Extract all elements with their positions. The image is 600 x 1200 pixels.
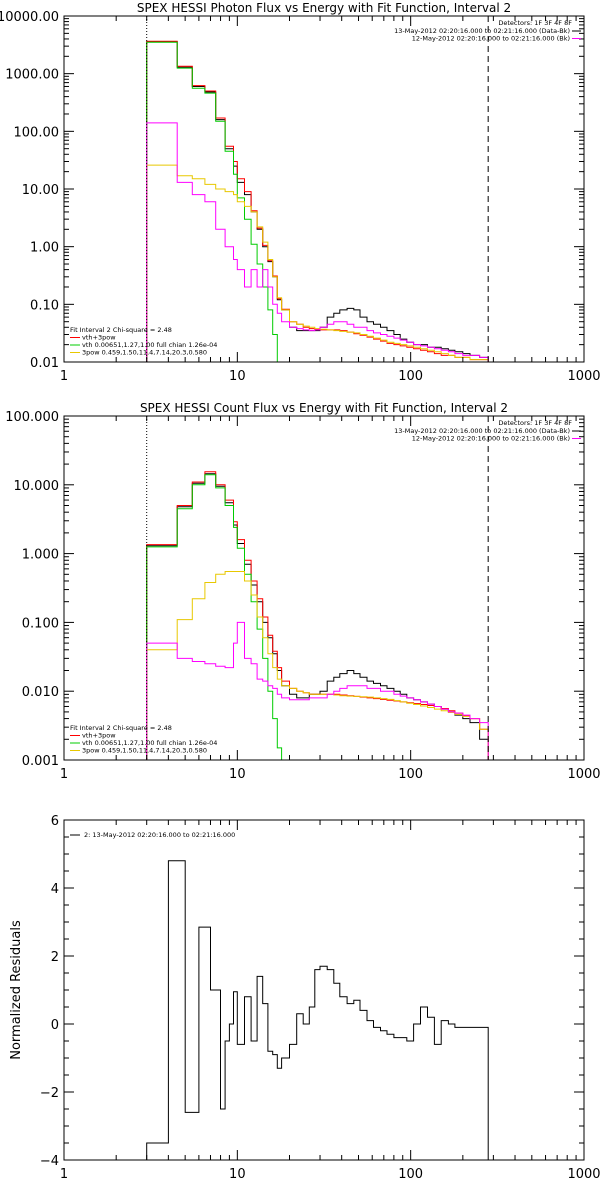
x-tick-label: 10 [229,369,246,384]
x-tick-label: 10 [229,1167,246,1182]
series-line-2 [146,40,489,362]
y-tick-label: 0.010 [22,685,59,700]
chart-panel-1: SPEX HESSI Photon Flux vs Energy with Fi… [0,1,600,384]
x-tick-label: 1000 [567,1167,600,1182]
x-tick-label: 1 [60,767,68,782]
y-tick-label: 6 [51,814,59,829]
y-tick-label: 0.100 [22,616,59,631]
x-tick-label: 1 [60,1167,68,1182]
chart-panel-2: SPEX HESSI Count Flux vs Energy with Fit… [5,401,600,782]
y-tick-label: −2 [40,1086,59,1101]
y-tick-label: −4 [40,1154,59,1169]
y-tick-label: 0.01 [30,356,59,371]
y-tick-label: 1.000 [22,548,59,563]
x-tick-label: 100 [398,369,423,384]
legend-entry-label: vth 0.00651,1.27,1.00 full chian 1.26e-0… [82,341,217,349]
x-tick-label: 100 [398,1167,423,1182]
y-tick-label: 0.10 [30,298,59,313]
x-tick-label: 100 [398,767,423,782]
series-line-4 [146,571,489,760]
chart-panel-3: 1 10 100 1000 −4 −2 0 2 4 6 Normalized Residuals 2:… [9,814,600,1182]
plot-frame [63,415,585,761]
y-axis-label: Normalized Residuals [9,920,24,1060]
series-line-3 [146,474,489,760]
fit-legend-header: Fit Interval 2 Chi-square = 2.48 [70,326,172,334]
legend-entry-label: 12-May-2012 02:20:16.000 to 02:21:16.000… [412,35,570,43]
y-tick-label: 0 [51,1018,59,1033]
y-tick-label: 4 [51,882,59,897]
series-line-1 [146,860,489,1160]
series-line-3 [146,41,489,362]
legend-entry-label: vth+3pow [82,334,116,342]
legend-header: Detectors: 1F 3F 4F 8F [498,19,572,27]
y-tick-label: 1.00 [30,241,59,256]
legend-entry-label: 3pow 0.459,1.50,11.4,7.14,20.3,0.580 [82,747,207,755]
plot-frame [63,15,585,363]
chart-title: SPEX HESSI Photon Flux vs Energy with Fi… [137,1,511,15]
y-tick-label: 2 [51,950,59,965]
series-line-4 [146,164,489,362]
fit-legend-header: Fit Interval 2 Chi-square = 2.48 [70,724,172,732]
x-tick-label: 1000 [567,369,600,384]
chart-title: SPEX HESSI Count Flux vs Energy with Fit… [140,401,508,415]
legend-topleft: 2: 13-May-2012 02:20:16.000 to 02:21:16.… [70,831,235,839]
legend-entry-label: 13-May-2012 02:20:16.000 to 02:21:16.000… [394,427,570,435]
series-line-1 [146,41,489,362]
x-tick-label: 10 [229,767,246,782]
plot-frame [63,819,585,1161]
series-line-5 [146,122,489,362]
series-line-2 [146,471,489,760]
legend-entry-label: 12-May-2012 02:20:16.000 to 02:21:16.000… [412,435,570,443]
y-tick-label: 0.001 [22,754,59,769]
y-tick-label: 100.000 [5,410,59,425]
legend-header: Detectors: 1F 3F 4F 8F [498,419,572,427]
series-line-5 [146,621,489,760]
y-tick-label: 1000.00 [5,68,59,83]
y-tick-label: 10.00 [22,183,59,198]
x-tick-label: 1 [60,369,68,384]
legend-entry-label: 2: 13-May-2012 02:20:16.000 to 02:21:16.… [84,831,235,839]
legend-entry-label: 13-May-2012 02:20:16.000 to 02:21:16.000… [394,27,570,35]
legend-bottomleft: Fit Interval 2 Chi-square = 2.48vth+3pow… [70,326,217,357]
y-tick-label: 100.00 [14,125,60,140]
y-tick-label: 10000.00 [0,10,59,25]
legend-bottomleft: Fit Interval 2 Chi-square = 2.48vth+3pow… [70,724,217,755]
y-tick-label: 10.000 [14,479,60,494]
legend-entry-label: vth+3pow [82,732,116,740]
series-line-1 [146,473,489,760]
x-tick-label: 1000 [567,767,600,782]
legend-entry-label: vth 0.00651,1.27,1.00 full chian 1.26e-0… [82,739,217,747]
legend-entry-label: 3pow 0.459,1.50,11.4,7.14,20.3,0.580 [82,349,207,357]
